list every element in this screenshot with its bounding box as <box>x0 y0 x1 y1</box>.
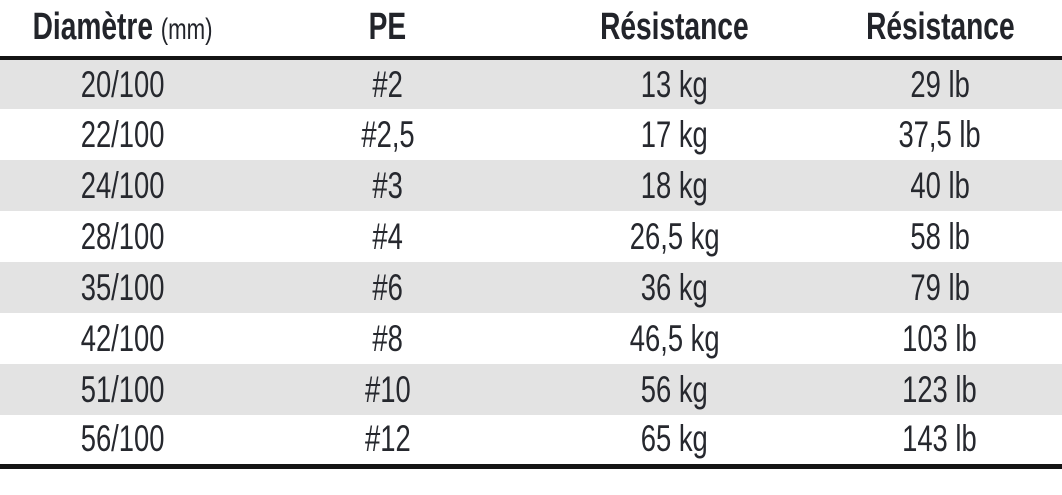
cell-pe: #6 <box>372 266 403 308</box>
line-spec-table: Diamètre (mm) PE Résistance Résistance 2… <box>0 0 1062 469</box>
cell-resistance-lb: 103 lb <box>902 317 978 359</box>
table-header: Diamètre (mm) PE Résistance Résistance <box>0 0 1062 60</box>
cell-pe: #2,5 <box>360 113 415 155</box>
table-row: 42/100 #8 46,5 kg 103 lb <box>0 313 1062 364</box>
table-row: 35/100 #6 36 kg 79 lb <box>0 262 1062 313</box>
cell-resistance-kg: 65 kg <box>530 415 818 469</box>
cell-pe: #8 <box>372 317 403 359</box>
table-row: 24/100 #3 18 kg 40 lb <box>0 160 1062 211</box>
header-diametre-unit: (mm) <box>160 12 213 46</box>
header-resistance-lb-label: Résistance <box>865 5 1015 48</box>
header-diametre-label: Diamètre <box>32 5 153 48</box>
header-diametre: Diamètre (mm) <box>0 0 245 60</box>
cell-diametre: 28/100 <box>80 215 164 257</box>
cell-resistance-lb: 37,5 lb <box>898 113 981 155</box>
header-pe-label: PE <box>368 5 407 48</box>
cell-resistance-lb: 79 lb <box>910 266 970 308</box>
header-row: Diamètre (mm) PE Résistance Résistance <box>0 0 1062 60</box>
cell-resistance-lb: 29 lb <box>910 63 970 105</box>
cell-resistance-kg: 18 kg <box>640 164 708 206</box>
cell-diametre: 56/100 <box>0 415 245 469</box>
cell-resistance-kg: 26,5 kg <box>629 215 720 257</box>
cell-resistance-lb: 40 lb <box>910 164 970 206</box>
cell-resistance-kg: 17 kg <box>640 113 708 155</box>
cell-diametre: 42/100 <box>80 317 164 359</box>
cell-resistance-kg: 13 kg <box>640 63 708 105</box>
table-body: 20/100 #2 13 kg 29 lb 22/100 #2,5 17 kg … <box>0 58 1062 469</box>
cell-resistance-kg: 36 kg <box>640 266 708 308</box>
table-row: 22/100 #2,5 17 kg 37,5 lb <box>0 109 1062 160</box>
cell-pe: #4 <box>372 215 403 257</box>
table-row: 20/100 #2 13 kg 29 lb <box>0 58 1062 109</box>
cell-pe: #10 <box>364 368 411 410</box>
cell-resistance-kg: 46,5 kg <box>629 317 720 359</box>
cell-resistance-kg: 56 kg <box>640 368 708 410</box>
cell-resistance-lb: 143 lb <box>817 415 1062 469</box>
header-resistance-lb: Résistance <box>817 0 1062 60</box>
table-row: 28/100 #4 26,5 kg 58 lb <box>0 211 1062 262</box>
cell-pe: #2 <box>372 63 403 105</box>
cell-resistance-lb: 58 lb <box>910 215 970 257</box>
cell-diametre: 20/100 <box>80 63 164 105</box>
table-row: 56/100 #12 65 kg 143 lb <box>0 415 1062 469</box>
header-resistance-kg: Résistance <box>530 0 818 60</box>
cell-diametre: 35/100 <box>80 266 164 308</box>
cell-diametre: 24/100 <box>80 164 164 206</box>
cell-resistance-lb: 123 lb <box>902 368 978 410</box>
cell-pe: #12 <box>244 415 531 469</box>
cell-diametre: 51/100 <box>80 368 164 410</box>
cell-pe: #3 <box>372 164 403 206</box>
header-pe: PE <box>244 0 531 60</box>
cell-diametre: 22/100 <box>80 113 164 155</box>
header-resistance-kg-label: Résistance <box>600 5 749 48</box>
table-row: 51/100 #10 56 kg 123 lb <box>0 364 1062 415</box>
